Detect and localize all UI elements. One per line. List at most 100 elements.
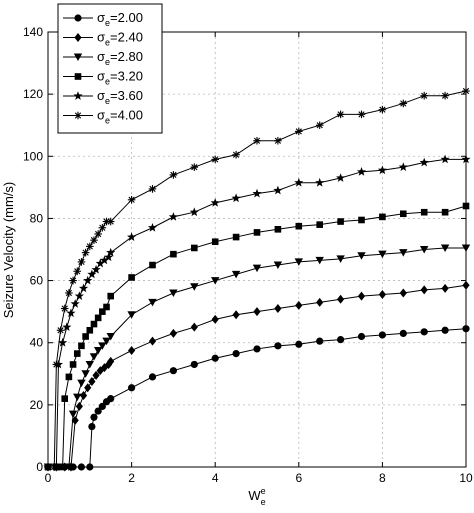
y-axis-label: Seizure Velocity (mm/s) xyxy=(1,182,16,319)
data-point xyxy=(94,230,102,238)
data-point xyxy=(107,356,115,366)
data-point xyxy=(71,415,79,425)
data-point xyxy=(106,217,115,226)
data-point xyxy=(273,185,283,195)
data-point xyxy=(189,207,199,217)
data-point xyxy=(81,370,90,378)
data-point xyxy=(378,105,387,114)
data-point xyxy=(170,250,177,258)
data-point xyxy=(99,255,109,265)
data-point xyxy=(253,229,261,236)
data-point xyxy=(211,155,219,164)
legend-label: σe=3.20 xyxy=(97,69,143,87)
data-point xyxy=(253,307,261,317)
legend-entry: σe=4.00 xyxy=(63,108,143,126)
data-point xyxy=(85,360,94,369)
data-point xyxy=(315,121,324,130)
data-point xyxy=(60,304,69,313)
data-point xyxy=(77,379,86,388)
data-point xyxy=(94,314,102,322)
data-point xyxy=(337,336,345,344)
data-point xyxy=(295,127,303,136)
legend-entry: σe=2.00 xyxy=(63,10,143,28)
data-point xyxy=(92,370,100,380)
legend-marker xyxy=(74,33,82,42)
data-point xyxy=(274,136,282,145)
data-point xyxy=(90,320,98,328)
data-point xyxy=(82,333,89,340)
plot-frame xyxy=(47,31,467,468)
data-point xyxy=(148,298,157,307)
data-point xyxy=(98,342,107,350)
legend-label: σe=2.00 xyxy=(97,10,143,28)
data-point xyxy=(294,258,303,266)
data-point xyxy=(128,274,135,281)
data-point xyxy=(273,261,283,270)
data-point xyxy=(315,256,324,265)
data-point xyxy=(79,391,88,401)
data-point xyxy=(98,402,106,411)
legend-entry: σe=3.60 xyxy=(63,88,143,106)
data-point xyxy=(58,337,68,347)
x-axis-label: We e xyxy=(248,486,265,507)
data-point xyxy=(295,300,303,310)
data-point xyxy=(357,291,366,301)
data-point xyxy=(400,210,407,218)
data-point xyxy=(211,354,219,362)
legend-marker xyxy=(73,91,83,100)
data-point xyxy=(295,340,303,348)
data-point xyxy=(68,410,78,419)
y-tick-label: 120 xyxy=(23,87,43,101)
data-point xyxy=(73,267,82,276)
data-point xyxy=(441,326,449,334)
data-point xyxy=(99,308,106,315)
data-point xyxy=(90,236,98,244)
data-point xyxy=(65,289,73,297)
data-point xyxy=(107,292,114,300)
data-point xyxy=(232,150,240,159)
data-point xyxy=(358,216,365,224)
data-point xyxy=(128,345,136,355)
data-point xyxy=(69,276,77,285)
data-point xyxy=(98,223,107,232)
data-point xyxy=(190,322,198,332)
legend-entry: σe=2.80 xyxy=(63,49,143,67)
data-point xyxy=(336,110,345,119)
data-point xyxy=(127,195,136,204)
data-point xyxy=(378,331,386,339)
data-point xyxy=(316,337,324,345)
data-point xyxy=(315,177,325,187)
x-tick-label: 6 xyxy=(295,471,302,485)
data-point xyxy=(399,329,407,337)
data-point xyxy=(74,291,84,300)
legend-marker xyxy=(74,14,82,22)
data-point xyxy=(190,163,199,171)
data-point xyxy=(420,285,428,295)
data-point xyxy=(399,288,407,298)
data-point xyxy=(441,91,449,100)
x-tick-label: 0 xyxy=(45,471,52,485)
data-point xyxy=(379,213,386,221)
data-point xyxy=(232,349,240,358)
data-point xyxy=(83,275,93,285)
data-point xyxy=(52,360,61,369)
data-point xyxy=(399,99,408,108)
data-point xyxy=(106,333,115,341)
data-point xyxy=(441,208,449,216)
data-point xyxy=(149,261,156,269)
data-point xyxy=(169,367,177,375)
x-tick-label: 2 xyxy=(128,471,135,485)
data-point xyxy=(128,384,136,392)
data-point xyxy=(148,185,157,193)
data-point xyxy=(420,208,428,216)
data-point xyxy=(103,303,110,311)
data-point xyxy=(70,299,80,308)
data-point xyxy=(274,226,282,233)
legend-label: σe=4.00 xyxy=(97,108,143,126)
data-point xyxy=(69,361,77,368)
data-point xyxy=(357,332,366,341)
y-tick-label: 20 xyxy=(30,398,44,412)
data-point xyxy=(88,423,96,431)
data-point xyxy=(232,233,240,241)
